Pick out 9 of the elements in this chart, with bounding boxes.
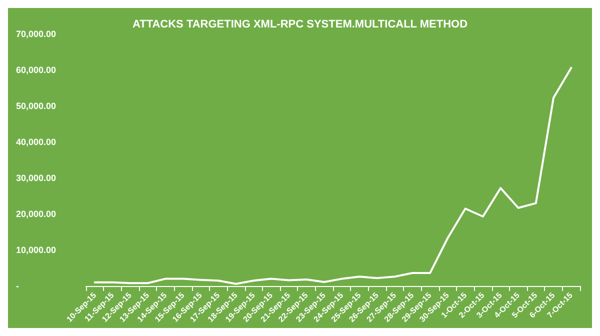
y-tick-label: 40,000.00 <box>16 137 56 147</box>
y-tick-label: 60,000.00 <box>16 65 56 75</box>
y-tick-label: 10,000.00 <box>16 245 56 255</box>
y-tick-label: 50,000.00 <box>16 101 56 111</box>
y-tick-label: 70,000.00 <box>16 29 56 39</box>
y-tick-label: 20,000.00 <box>16 209 56 219</box>
y-tick-label: - <box>16 281 19 291</box>
chart-title: ATTACKS TARGETING XML-RPC SYSTEM.MULTICALL METHOD <box>132 18 468 30</box>
y-tick-label: 30,000.00 <box>16 173 56 183</box>
